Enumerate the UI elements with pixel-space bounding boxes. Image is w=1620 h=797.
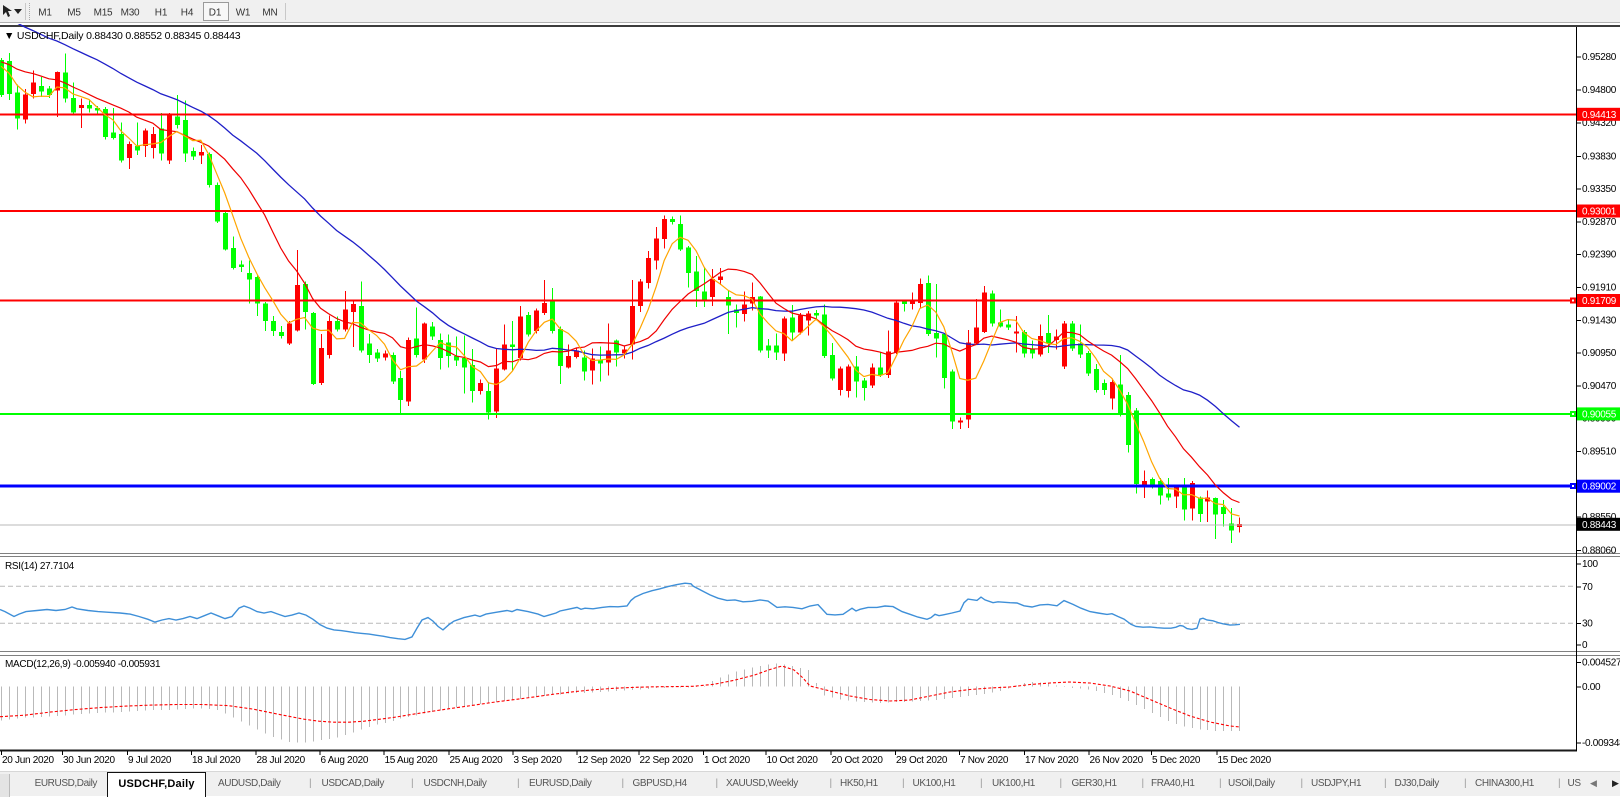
svg-text:0.89510: 0.89510 [1582, 447, 1617, 458]
svg-text:0.89002: 0.89002 [1582, 482, 1617, 493]
svg-text:12 Sep 2020: 12 Sep 2020 [578, 755, 632, 766]
svg-text:10 Oct 2020: 10 Oct 2020 [767, 755, 819, 766]
svg-text:20 Jun 2020: 20 Jun 2020 [2, 755, 54, 766]
svg-text:0.004527: 0.004527 [1582, 657, 1620, 668]
svg-text:0.95280: 0.95280 [1582, 52, 1617, 63]
svg-text:M1: M1 [38, 8, 52, 19]
svg-text:70: 70 [1582, 582, 1593, 593]
svg-text:0.93001: 0.93001 [1582, 207, 1617, 218]
svg-text:0.88443: 0.88443 [1582, 520, 1617, 531]
svg-text:0.88060: 0.88060 [1582, 546, 1617, 557]
svg-text:6 Aug 2020: 6 Aug 2020 [321, 755, 369, 766]
svg-text:0.93350: 0.93350 [1582, 184, 1617, 195]
svg-text:0.92390: 0.92390 [1582, 250, 1617, 261]
svg-text:0.94413: 0.94413 [1582, 110, 1617, 121]
svg-text:18 Jul 2020: 18 Jul 2020 [192, 755, 241, 766]
svg-text:▼ USDCHF,Daily 0.88430 0.8855: ▼ USDCHF,Daily 0.88430 0.88552 0.88345 0… [4, 30, 241, 42]
svg-text:17 Nov 2020: 17 Nov 2020 [1025, 755, 1079, 766]
svg-text:W1: W1 [236, 8, 251, 19]
svg-text:MACD(12,26,9) -0.005940 -0.005: MACD(12,26,9) -0.005940 -0.005931 [5, 659, 161, 670]
svg-text:0.91430: 0.91430 [1582, 315, 1617, 326]
svg-text:M15: M15 [94, 8, 113, 19]
svg-text:0.93830: 0.93830 [1582, 151, 1617, 162]
svg-text:0: 0 [1582, 640, 1588, 651]
svg-text:RSI(14) 27.7104: RSI(14) 27.7104 [5, 561, 75, 572]
svg-text:20 Oct 2020: 20 Oct 2020 [832, 755, 884, 766]
svg-text:28 Jul 2020: 28 Jul 2020 [257, 755, 306, 766]
svg-text:0.90950: 0.90950 [1582, 348, 1617, 359]
svg-text:H1: H1 [155, 8, 168, 19]
svg-text:7 Nov 2020: 7 Nov 2020 [960, 755, 1009, 766]
svg-text:25 Aug 2020: 25 Aug 2020 [450, 755, 504, 766]
svg-text:0.00: 0.00 [1582, 682, 1601, 693]
svg-text:MN: MN [262, 8, 277, 19]
svg-text:M30: M30 [121, 8, 140, 19]
svg-text:H4: H4 [181, 8, 194, 19]
svg-text:26 Nov 2020: 26 Nov 2020 [1090, 755, 1144, 766]
svg-text:D1: D1 [209, 8, 222, 19]
svg-text:0.90055: 0.90055 [1582, 409, 1617, 420]
svg-text:0.94320: 0.94320 [1582, 118, 1617, 129]
svg-text:30 Jun 2020: 30 Jun 2020 [63, 755, 115, 766]
svg-text:0.92870: 0.92870 [1582, 217, 1617, 228]
svg-text:5 Dec 2020: 5 Dec 2020 [1152, 755, 1201, 766]
svg-text:0.91709: 0.91709 [1582, 296, 1617, 307]
svg-text:15 Aug 2020: 15 Aug 2020 [385, 755, 439, 766]
svg-text:100: 100 [1582, 559, 1599, 570]
svg-text:15 Dec 2020: 15 Dec 2020 [1218, 755, 1272, 766]
svg-text:29 Oct 2020: 29 Oct 2020 [896, 755, 948, 766]
svg-text:1 Oct 2020: 1 Oct 2020 [704, 755, 751, 766]
svg-text:-0.009348: -0.009348 [1582, 738, 1620, 749]
svg-text:0.88550: 0.88550 [1582, 512, 1617, 523]
svg-text:3 Sep 2020: 3 Sep 2020 [514, 755, 563, 766]
svg-text:9 Jul 2020: 9 Jul 2020 [128, 755, 172, 766]
svg-text:22 Sep 2020: 22 Sep 2020 [640, 755, 694, 766]
svg-text:30: 30 [1582, 619, 1593, 630]
svg-text:0.90470: 0.90470 [1582, 381, 1617, 392]
svg-text:M5: M5 [67, 8, 81, 19]
svg-text:0.94800: 0.94800 [1582, 85, 1617, 96]
svg-text:0.91910: 0.91910 [1582, 283, 1617, 294]
